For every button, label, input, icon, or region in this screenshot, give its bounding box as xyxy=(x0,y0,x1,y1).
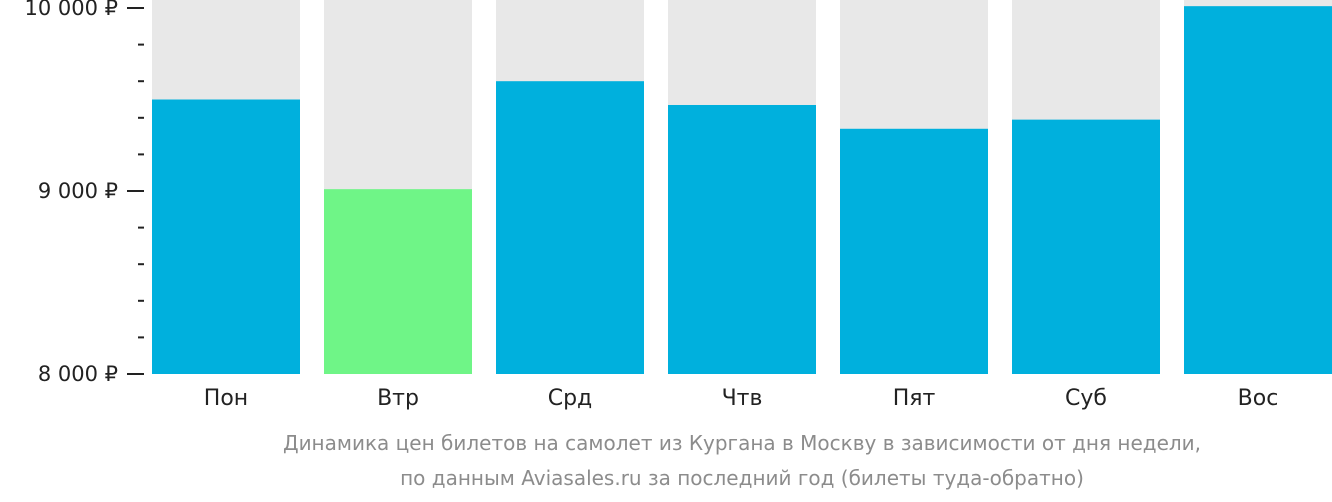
bar-7 xyxy=(1184,6,1332,374)
y-tick-label-1: 10 000 ₽ xyxy=(24,0,118,20)
bar-4 xyxy=(668,104,816,375)
y-tick-label-3: 8 000 ₽ xyxy=(38,362,118,386)
bar-3 xyxy=(496,81,644,374)
chart-caption-line-2: по данным Aviasales.ru за последний год … xyxy=(400,466,1084,490)
y-tick-label-2: 9 000 ₽ xyxy=(38,179,118,203)
x-tick-label-6: Суб xyxy=(1065,386,1107,411)
x-tick-label-5: Пят xyxy=(893,386,936,411)
bar-1 xyxy=(152,99,300,374)
y-axis: 10 000 ₽ 9 000 ₽ 8 000 ₽ xyxy=(24,0,144,386)
bar-2 xyxy=(324,189,472,374)
x-tick-label-1: Пон xyxy=(204,386,248,411)
chart-caption-line-1: Динамика цен билетов на самолет из Курга… xyxy=(282,431,1202,455)
bars-group xyxy=(152,0,1332,375)
x-tick-label-4: Чтв xyxy=(722,386,763,411)
x-axis: Пон Втр Срд Чтв Пят Суб Вос xyxy=(204,386,1279,411)
chart-canvas: 10 000 ₽ 9 000 ₽ 8 000 ₽ Пон Втр Срд Чтв Пят Су… xyxy=(24,0,1332,411)
bar-5 xyxy=(840,128,988,374)
x-tick-label-7: Вос xyxy=(1238,386,1279,411)
bar-6 xyxy=(1012,119,1160,374)
x-tick-label-2: Втр xyxy=(377,386,419,411)
x-tick-label-3: Срд xyxy=(548,386,593,411)
